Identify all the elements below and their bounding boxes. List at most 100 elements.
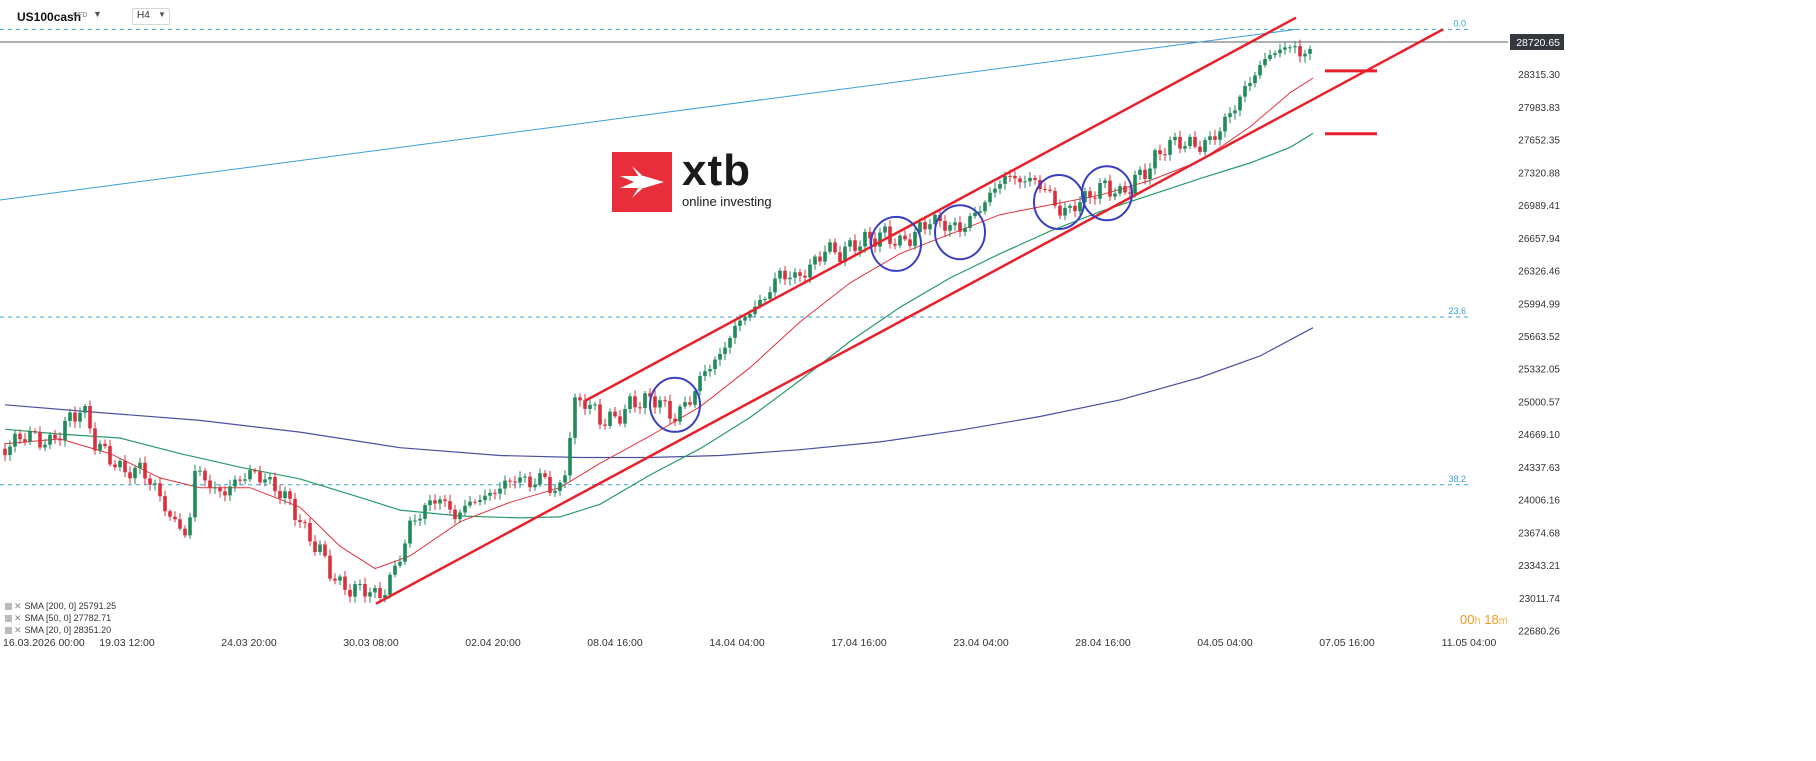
candle[interactable] [748,313,752,318]
candle[interactable] [448,501,452,510]
candle[interactable] [943,221,947,231]
chevron-down-icon[interactable]: ▼ [93,9,102,19]
candle[interactable] [53,434,57,439]
timeframe-select[interactable]: H4 ▼ [132,8,170,25]
candle[interactable] [1128,192,1132,194]
candle[interactable] [628,396,632,409]
candle[interactable] [978,211,982,213]
candle[interactable] [1293,46,1297,48]
candle[interactable] [3,448,7,456]
candle[interactable] [543,473,547,477]
candle[interactable] [1113,193,1117,197]
candle[interactable] [848,240,852,247]
candle[interactable] [143,462,147,479]
close-icon[interactable]: ✕ [14,601,22,611]
candle[interactable] [1223,116,1227,132]
candle[interactable] [1023,181,1027,183]
candle[interactable] [898,235,902,246]
highlight-circle[interactable] [1033,173,1085,230]
highlight-circle[interactable] [934,204,986,261]
candle[interactable] [348,589,352,597]
candle[interactable] [203,470,207,481]
candle[interactable] [523,476,527,478]
candle[interactable] [758,300,762,307]
candle[interactable] [923,222,927,230]
candle[interactable] [1123,186,1127,193]
candle[interactable] [613,411,617,417]
candle[interactable] [528,476,532,488]
candle[interactable] [23,439,27,442]
candle[interactable] [1133,174,1137,194]
candle[interactable] [313,541,317,552]
candle[interactable] [718,353,722,360]
candle[interactable] [153,483,157,485]
candle[interactable] [1203,140,1207,152]
candle[interactable] [1183,146,1187,149]
candle[interactable] [508,480,512,482]
candle[interactable] [728,338,732,348]
candle[interactable] [938,214,942,221]
candle[interactable] [553,490,557,493]
sma200-line[interactable] [4,327,1314,459]
channel-lower-line[interactable] [375,28,1444,605]
candle[interactable] [298,520,302,523]
candle[interactable] [918,222,922,232]
candle[interactable] [798,272,802,276]
candle[interactable] [1208,136,1212,141]
candle[interactable] [698,376,702,392]
candle[interactable] [418,518,422,521]
candle[interactable] [678,406,682,422]
candle[interactable] [803,275,807,278]
candle[interactable] [638,407,642,409]
candle[interactable] [688,402,692,405]
candle[interactable] [498,488,502,494]
candle[interactable] [988,192,992,203]
candle[interactable] [823,251,827,262]
candle[interactable] [568,437,572,476]
candle[interactable] [458,512,462,520]
candle[interactable] [503,480,507,489]
candle[interactable] [283,491,287,499]
candle[interactable] [998,183,1002,189]
candle[interactable] [158,483,162,497]
candle[interactable] [58,438,62,441]
candle[interactable] [43,444,47,448]
candle[interactable] [433,500,437,504]
candle[interactable] [1028,177,1032,182]
candle[interactable] [1288,47,1292,49]
candle[interactable] [768,292,772,299]
candle[interactable] [948,225,952,231]
candle[interactable] [843,246,847,262]
candle[interactable] [1168,140,1172,155]
candle[interactable] [573,397,577,438]
candle[interactable] [303,522,307,524]
candle[interactable] [268,477,272,480]
candle[interactable] [818,256,822,262]
candle[interactable] [1078,202,1082,212]
candle[interactable] [248,470,252,480]
candle[interactable] [693,391,697,405]
candle[interactable] [213,487,217,489]
candle[interactable] [1258,65,1262,76]
candle[interactable] [1218,131,1222,140]
settings-icon[interactable] [5,627,12,635]
candle[interactable] [413,520,417,522]
candle[interactable] [1013,175,1017,179]
candle[interactable] [713,359,717,369]
candle[interactable] [1143,169,1147,179]
candle[interactable] [343,576,347,590]
candle[interactable] [533,484,537,488]
candle[interactable] [778,270,782,279]
candle[interactable] [733,325,737,338]
candle[interactable] [773,278,777,293]
candle[interactable] [813,256,817,265]
candle[interactable] [1003,175,1007,184]
candle[interactable] [883,226,887,233]
candle[interactable] [928,224,932,230]
candle[interactable] [1308,49,1312,54]
candle[interactable] [318,544,322,553]
candle[interactable] [603,424,607,426]
candle[interactable] [1273,53,1277,55]
candle[interactable] [98,443,102,451]
candle[interactable] [593,404,597,406]
